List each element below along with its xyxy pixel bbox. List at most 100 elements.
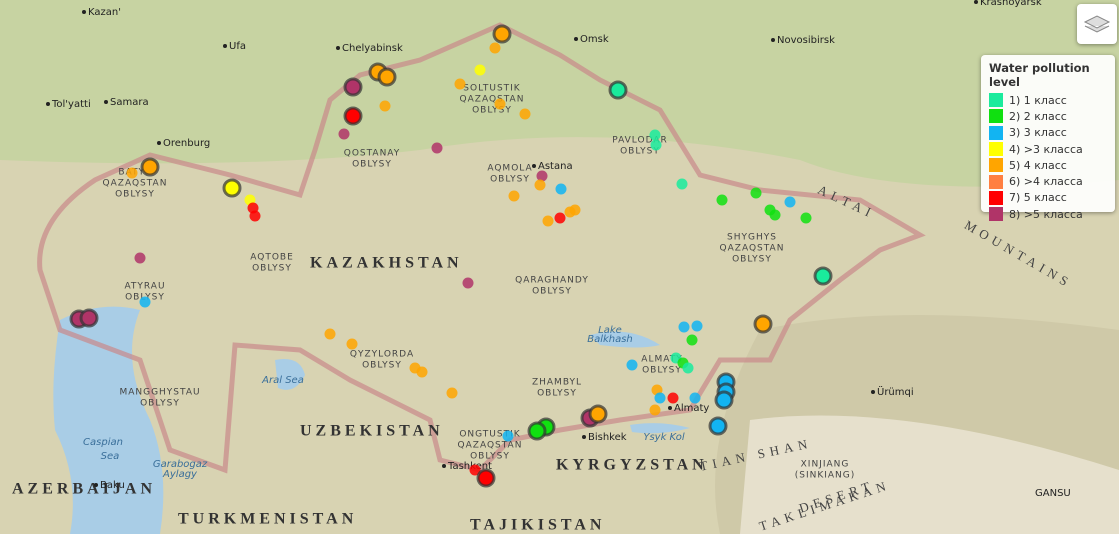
region-label: QAZAQSTAN bbox=[460, 95, 525, 105]
forest-steppe bbox=[0, 0, 1119, 187]
city-dot bbox=[668, 406, 672, 410]
region-label: OBLYSY bbox=[472, 106, 512, 116]
region-label: OBLYSY bbox=[620, 147, 660, 157]
station-marker bbox=[338, 128, 350, 140]
station-marker bbox=[750, 187, 762, 199]
station-marker bbox=[222, 178, 242, 198]
station-marker bbox=[784, 196, 796, 208]
station-marker bbox=[667, 392, 679, 404]
city-dot bbox=[223, 44, 227, 48]
legend-label: 5) 4 класс bbox=[1009, 158, 1067, 172]
legend-item: 2) 2 класс bbox=[981, 108, 1115, 124]
station-marker bbox=[454, 78, 466, 90]
legend-item: 5) 4 класс bbox=[981, 157, 1115, 173]
country-label: TAJIKISTAN bbox=[470, 517, 605, 534]
station-marker bbox=[800, 212, 812, 224]
city-label: Bishkek bbox=[588, 432, 627, 443]
legend-item: 3) 3 класс bbox=[981, 125, 1115, 141]
region-label: AQMOLA bbox=[487, 164, 532, 174]
station-marker bbox=[649, 404, 661, 416]
station-marker bbox=[494, 98, 506, 110]
country-label: UZBEKISTAN bbox=[300, 423, 444, 440]
station-marker bbox=[134, 252, 146, 264]
aral-sea bbox=[275, 359, 305, 390]
legend-label: 6) >4 класса bbox=[1009, 175, 1083, 189]
station-marker bbox=[708, 416, 728, 436]
legend-swatch bbox=[989, 174, 1003, 189]
city-dot bbox=[157, 141, 161, 145]
legend-label: 7) 5 класс bbox=[1009, 191, 1067, 205]
legend-swatch bbox=[989, 190, 1003, 205]
water-label: Ysyk Kol bbox=[643, 432, 685, 443]
station-marker bbox=[569, 204, 581, 216]
city-dot bbox=[582, 435, 586, 439]
region-label: OBLYSY bbox=[115, 190, 155, 200]
legend-item: 7) 5 класс bbox=[981, 190, 1115, 206]
city-label: Tashkent bbox=[447, 461, 492, 472]
station-marker bbox=[650, 139, 662, 151]
legend-swatch bbox=[989, 125, 1003, 140]
station-marker bbox=[379, 100, 391, 112]
city-dot bbox=[974, 0, 978, 4]
country-label: KYRGYZSTAN bbox=[556, 457, 708, 474]
lake-balkhash bbox=[590, 331, 660, 348]
station-marker bbox=[502, 430, 514, 442]
legend-swatch bbox=[989, 142, 1003, 157]
legend-item: 6) >4 класса bbox=[981, 173, 1115, 189]
city-dot bbox=[46, 102, 50, 106]
city-label: Samara bbox=[110, 97, 149, 108]
station-marker bbox=[343, 106, 363, 126]
station-marker bbox=[686, 334, 698, 346]
station-marker bbox=[714, 390, 734, 410]
station-marker bbox=[416, 366, 428, 378]
region-label: OBLYSY bbox=[732, 255, 772, 265]
region-label: OBLYSY bbox=[537, 389, 577, 399]
city-label: Almaty bbox=[674, 403, 709, 414]
water-label: Aral Sea bbox=[261, 375, 304, 386]
station-marker bbox=[474, 64, 486, 76]
legend-item: 8) >5 класса bbox=[981, 206, 1115, 222]
city-label: Ufa bbox=[229, 41, 246, 52]
station-marker bbox=[626, 359, 638, 371]
station-marker bbox=[343, 77, 363, 97]
city-label: Tol'yatti bbox=[51, 99, 91, 110]
kazakhstan-border bbox=[37, 22, 926, 474]
station-marker bbox=[489, 42, 501, 54]
layers-icon bbox=[1083, 15, 1111, 33]
station-marker bbox=[446, 387, 458, 399]
station-marker bbox=[377, 67, 397, 87]
station-marker bbox=[139, 296, 151, 308]
water-label: Sea bbox=[101, 451, 120, 462]
caspian-sea bbox=[53, 306, 164, 534]
region-label: QOSTANAY bbox=[344, 149, 401, 159]
region-label: ATYRAU bbox=[124, 282, 165, 292]
water-label: Lake bbox=[598, 325, 622, 336]
region-label: PAVLODAR bbox=[612, 136, 668, 146]
legend-swatch bbox=[989, 93, 1003, 108]
station-marker bbox=[324, 328, 336, 340]
station-marker bbox=[462, 277, 474, 289]
region-label: (SINKIANG) bbox=[795, 471, 856, 481]
legend-title: Water pollution level bbox=[989, 61, 1090, 89]
station-marker bbox=[527, 421, 547, 441]
station-marker bbox=[769, 209, 781, 221]
station-marker bbox=[682, 362, 694, 374]
country-label: AZERBAIJAN bbox=[12, 481, 156, 498]
layers-button[interactable] bbox=[1077, 4, 1117, 44]
legend-label: 8) >5 класса bbox=[1009, 207, 1083, 221]
region-label: ZHAMBYL bbox=[532, 378, 582, 388]
station-marker bbox=[676, 178, 688, 190]
city-label: Krasnoyarsk bbox=[980, 0, 1042, 8]
city-dot bbox=[336, 46, 340, 50]
station-marker bbox=[588, 404, 608, 424]
region-label: OBLYSY bbox=[352, 160, 392, 170]
region-label: OBLYSY bbox=[490, 175, 530, 185]
station-marker bbox=[536, 170, 548, 182]
water-label: Balkhash bbox=[587, 334, 633, 345]
region-label: QAZAQSTAN bbox=[720, 244, 785, 254]
station-marker bbox=[608, 80, 628, 100]
water-label: Caspian bbox=[83, 437, 123, 448]
city-dot bbox=[104, 100, 108, 104]
